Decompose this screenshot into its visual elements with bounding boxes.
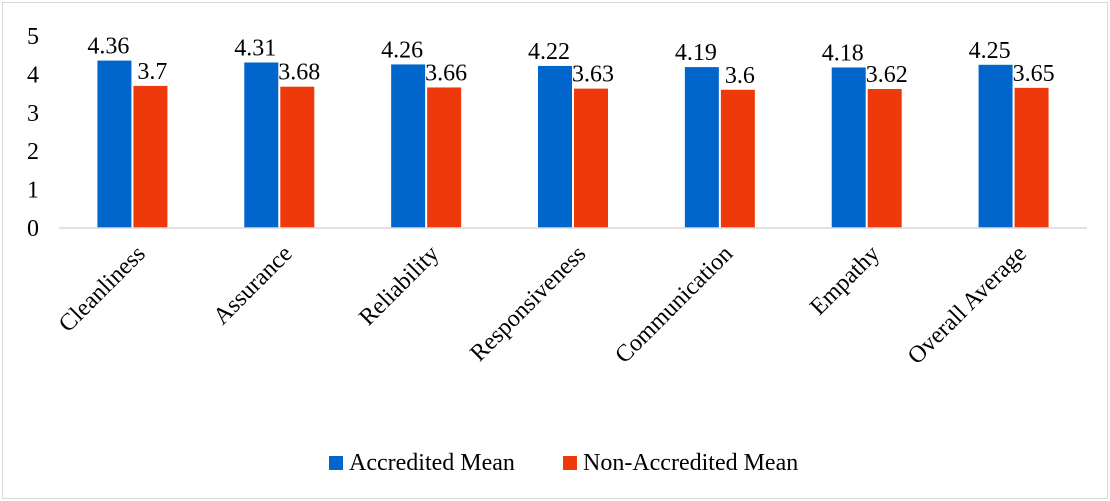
data-label: 3.66: [425, 60, 467, 86]
bar-non-accredited: [720, 89, 755, 228]
legend-swatch: [563, 456, 577, 470]
bar-non-accredited: [133, 85, 168, 228]
y-tick-label: 3: [27, 101, 39, 127]
data-label: 3.68: [278, 60, 320, 86]
bar-non-accredited: [574, 88, 608, 228]
bar-accredited: [978, 64, 1013, 228]
data-labels: 4.36 3.7 4.313.68 4.263.66 4.223.63 4.19 3.6 4.…: [87, 34, 1054, 89]
data-label: 3.65: [1013, 61, 1055, 87]
bar-accredited: [538, 65, 572, 228]
category-labels: Cleanliness Assurance Reliability Responsiv…: [54, 241, 1032, 370]
legend-label: Non-Accredited Mean: [583, 450, 798, 476]
category-label: Cleanliness: [54, 241, 151, 338]
bar-accredited: [244, 62, 279, 228]
legend-label: Accredited Mean: [349, 450, 515, 476]
y-tick-label: 0: [27, 216, 39, 242]
data-label: 4.36: [87, 34, 129, 60]
bar-accredited: [684, 67, 719, 228]
data-label: 4.22: [528, 39, 570, 65]
data-label: 3.7: [137, 59, 167, 85]
y-tick-label: 4: [27, 62, 39, 88]
data-label: 3.63: [572, 62, 614, 88]
data-label: 3.6: [725, 63, 755, 89]
legend: Accredited Mean Non-Accredited Mean: [329, 450, 798, 476]
bar-accredited: [831, 67, 866, 228]
category-label: Empathy: [805, 241, 885, 321]
category-label: Reliability: [354, 241, 444, 331]
data-label: 4.25: [969, 38, 1011, 64]
category-label: Communication: [610, 241, 738, 369]
y-tick-label: 2: [27, 139, 39, 165]
bar-accredited: [391, 64, 426, 228]
bar-non-accredited: [1014, 87, 1049, 228]
bar-accredited: [97, 60, 132, 228]
y-tick-label: 5: [27, 24, 39, 50]
bar-non-accredited: [867, 88, 902, 228]
bar-non-accredited: [427, 87, 462, 229]
data-label: 4.19: [675, 40, 717, 66]
legend-swatch: [329, 456, 343, 470]
category-label: Responsiveness: [465, 241, 591, 367]
category-label: Overall Average: [903, 241, 1032, 370]
y-tick-label: 1: [27, 178, 39, 204]
data-label: 4.31: [234, 35, 276, 61]
bar-non-accredited: [280, 86, 315, 228]
data-label: 4.26: [381, 37, 423, 63]
data-label: 3.62: [866, 62, 908, 88]
y-axis-ticks: 0 1 2 3 4 5: [27, 24, 39, 242]
category-label: Assurance: [208, 241, 297, 330]
data-label: 4.18: [822, 40, 864, 66]
bars: [97, 60, 1049, 229]
